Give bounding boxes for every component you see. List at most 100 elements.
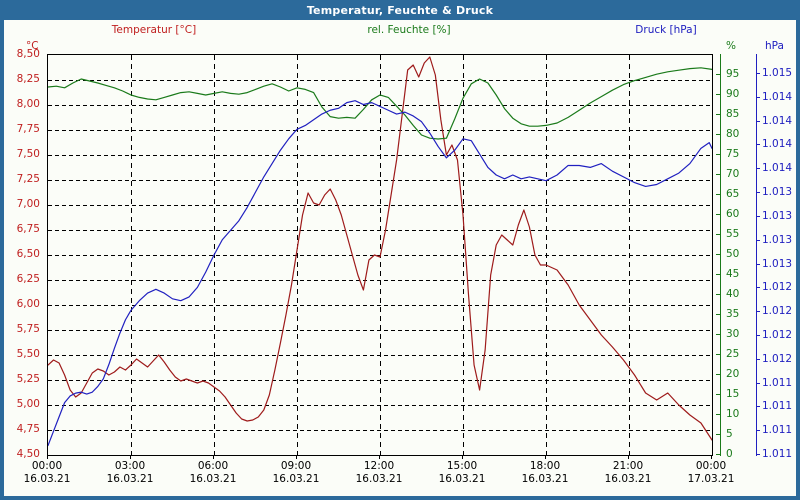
tick-mark-pressure — [756, 168, 760, 169]
tick-mark-time — [545, 455, 546, 459]
chart-canvas: Temperatur [°C] rel. Feuchte [%] Druck [… — [4, 20, 796, 496]
window-title: Temperatur, Feuchte & Druck — [306, 3, 494, 17]
tick-mark-humidity — [716, 314, 720, 315]
plot-svg — [48, 55, 712, 455]
series-line-humidity — [48, 67, 712, 140]
y-tick-humidity: 95 — [726, 68, 740, 80]
y-tick-humidity: 45 — [726, 268, 740, 280]
y-tick-pressure: 1.011 — [762, 424, 793, 437]
y-tick-temperature: 6,00 — [16, 298, 40, 310]
y-tick-humidity: 40 — [726, 288, 740, 300]
tick-mark-humidity — [716, 274, 720, 275]
tick-mark-pressure — [756, 383, 760, 384]
pressure-axis-spine — [756, 54, 760, 456]
tick-mark-time — [213, 455, 214, 459]
x-tick-time: 15:00 — [446, 460, 478, 472]
y-tick-humidity: 55 — [726, 228, 740, 240]
tick-mark-humidity — [716, 194, 720, 195]
y-tick-pressure: 1.014 — [762, 138, 793, 151]
tick-mark-pressure — [756, 264, 760, 265]
tick-mark-time — [462, 455, 463, 459]
tick-mark-pressure — [756, 359, 760, 360]
y-tick-pressure: 1.012 — [762, 352, 793, 365]
y-tick-temperature: 5,00 — [16, 398, 40, 410]
tick-mark-pressure — [756, 216, 760, 217]
y-tick-humidity: 15 — [726, 388, 740, 400]
tick-mark-humidity — [716, 294, 720, 295]
x-tick-time: 21:00 — [612, 460, 644, 472]
y-tick-temperature: 6,75 — [16, 223, 40, 235]
x-tick-time: 00:00 — [695, 460, 727, 472]
x-tick-date: 16.03.21 — [189, 473, 237, 486]
y-tick-pressure: 1.013 — [762, 233, 793, 246]
tick-mark-humidity — [716, 154, 720, 155]
tick-mark-humidity — [716, 94, 720, 95]
x-tick-time: 12:00 — [363, 460, 395, 472]
y-tick-temperature: 8,25 — [16, 73, 40, 85]
x-tick-time: 06:00 — [197, 460, 229, 472]
tick-mark-time — [296, 455, 297, 459]
legend-humidity: rel. Feuchte [%] — [367, 24, 451, 36]
axis-unit-hpa: hPa — [765, 40, 784, 52]
y-tick-humidity: 50 — [726, 248, 740, 260]
y-tick-pressure: 1.011 — [762, 400, 793, 413]
y-tick-pressure: 1.011 — [762, 376, 793, 389]
y-tick-humidity: 85 — [726, 108, 740, 120]
x-tick-date: 16.03.21 — [355, 473, 403, 486]
x-tick-date: 16.03.21 — [106, 473, 154, 486]
tick-mark-pressure — [756, 454, 760, 455]
tick-mark-humidity — [716, 414, 720, 415]
x-tick-label: 06:00 16.03.21 — [190, 460, 237, 486]
y-tick-pressure: 1.012 — [762, 281, 793, 294]
y-tick-pressure: 1.012 — [762, 328, 793, 341]
tick-mark-humidity — [716, 114, 720, 115]
x-tick-time: 18:00 — [529, 460, 561, 472]
tick-mark-humidity — [716, 74, 720, 75]
x-tick-date: 16.03.21 — [438, 473, 486, 486]
legend-pressure: Druck [hPa] — [635, 24, 697, 36]
tick-mark-pressure — [756, 144, 760, 145]
axis-unit-percent: % — [726, 40, 736, 52]
y-tick-humidity: 60 — [726, 208, 740, 220]
y-tick-humidity: 90 — [726, 88, 740, 100]
tick-mark-pressure — [756, 287, 760, 288]
x-tick-label: 12:00 16.03.21 — [356, 460, 403, 486]
x-tick-label: 15:00 16.03.21 — [439, 460, 486, 486]
y-tick-humidity: 75 — [726, 148, 740, 160]
x-tick-label: 00:00 17.03.21 — [688, 460, 735, 486]
window-titlebar: Temperatur, Feuchte & Druck — [0, 0, 800, 20]
tick-mark-humidity — [716, 174, 720, 175]
tick-mark-time — [628, 455, 629, 459]
x-tick-label: 09:00 16.03.21 — [273, 460, 320, 486]
y-tick-humidity: 65 — [726, 188, 740, 200]
tick-mark-humidity — [716, 354, 720, 355]
tick-mark-humidity — [716, 334, 720, 335]
tick-mark-pressure — [756, 192, 760, 193]
y-tick-pressure: 1.015 — [762, 67, 793, 80]
y-tick-pressure: 1.012 — [762, 305, 793, 318]
series-line-pressure — [48, 100, 712, 447]
y-tick-pressure: 1.013 — [762, 257, 793, 270]
tick-mark-humidity — [716, 454, 720, 455]
y-tick-temperature: 6,25 — [16, 273, 40, 285]
tick-mark-pressure — [756, 311, 760, 312]
y-tick-temperature: 8,00 — [16, 98, 40, 110]
y-tick-pressure: 1.014 — [762, 114, 793, 127]
tick-mark-pressure — [756, 240, 760, 241]
y-tick-temperature: 5,50 — [16, 348, 40, 360]
y-tick-temperature: 5,25 — [16, 373, 40, 385]
tick-mark-pressure — [756, 97, 760, 98]
tick-mark-humidity — [716, 234, 720, 235]
x-tick-time: 03:00 — [114, 460, 146, 472]
x-tick-date: 16.03.21 — [272, 473, 320, 486]
y-tick-temperature: 4,75 — [16, 423, 40, 435]
y-tick-humidity: 30 — [726, 328, 740, 340]
x-tick-time: 00:00 — [31, 460, 63, 472]
y-tick-pressure: 1.013 — [762, 209, 793, 222]
tick-mark-humidity — [716, 254, 720, 255]
tick-mark-humidity — [716, 394, 720, 395]
x-tick-label: 21:00 16.03.21 — [605, 460, 652, 486]
x-tick-label: 00:00 16.03.21 — [24, 460, 71, 486]
tick-mark-humidity — [716, 134, 720, 135]
